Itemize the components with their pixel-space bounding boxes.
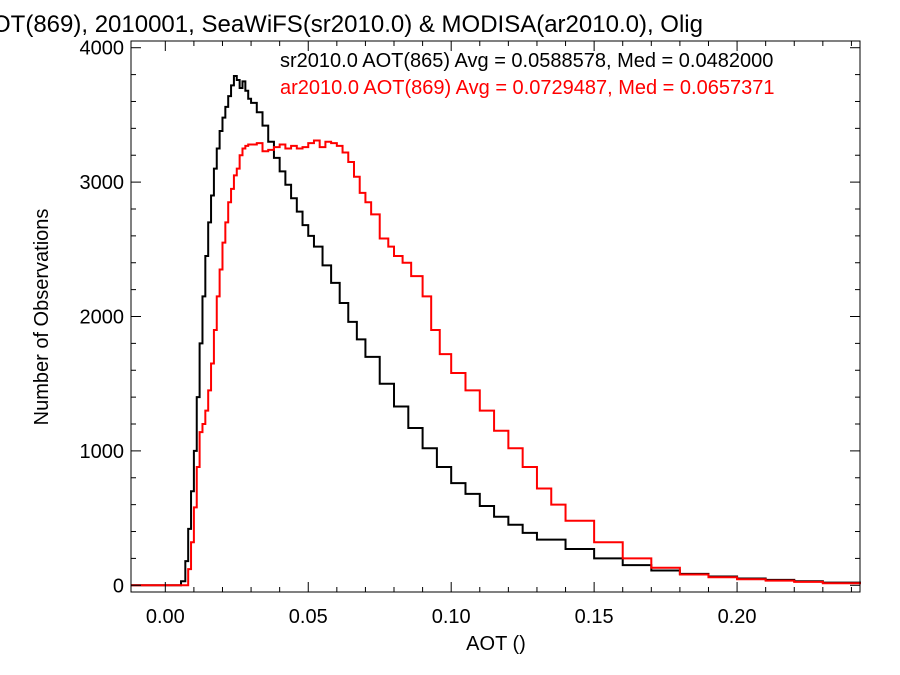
axes-layer: 0.00 0.05 0.10 0.15 0.20 0 1000 2000 3000 4000 — [80, 38, 861, 628]
x-tick-label: 0.00 — [146, 606, 185, 628]
series-layer — [131, 74, 861, 587]
y-tick-label: 1000 — [80, 441, 125, 463]
legend-entry-0: sr2010.0 AOT(865) Avg = 0.0588578, Med =… — [280, 50, 773, 72]
series-line-0 — [131, 74, 861, 587]
y-axis-label: Number of Observations — [31, 209, 53, 426]
chart-title: OT(869), 2010001, SeaWiFS(sr2010.0) & MO… — [0, 11, 703, 38]
y-tick-label: 0 — [113, 575, 124, 597]
x-axis-label: AOT () — [466, 633, 526, 655]
series-line-1 — [131, 139, 861, 587]
legend: sr2010.0 AOT(865) Avg = 0.0588578, Med =… — [280, 50, 774, 99]
x-tick-label: 0.20 — [718, 606, 757, 628]
y-tick-label: 3000 — [80, 172, 125, 194]
legend-entry-1: ar2010.0 AOT(869) Avg = 0.0729487, Med =… — [280, 77, 774, 99]
y-tick-label: 2000 — [80, 307, 125, 329]
x-tick-label: 0.10 — [432, 606, 471, 628]
x-tick-label: 0.05 — [289, 606, 328, 628]
y-tick-label: 4000 — [80, 38, 125, 60]
x-tick-label: 0.15 — [575, 606, 614, 628]
